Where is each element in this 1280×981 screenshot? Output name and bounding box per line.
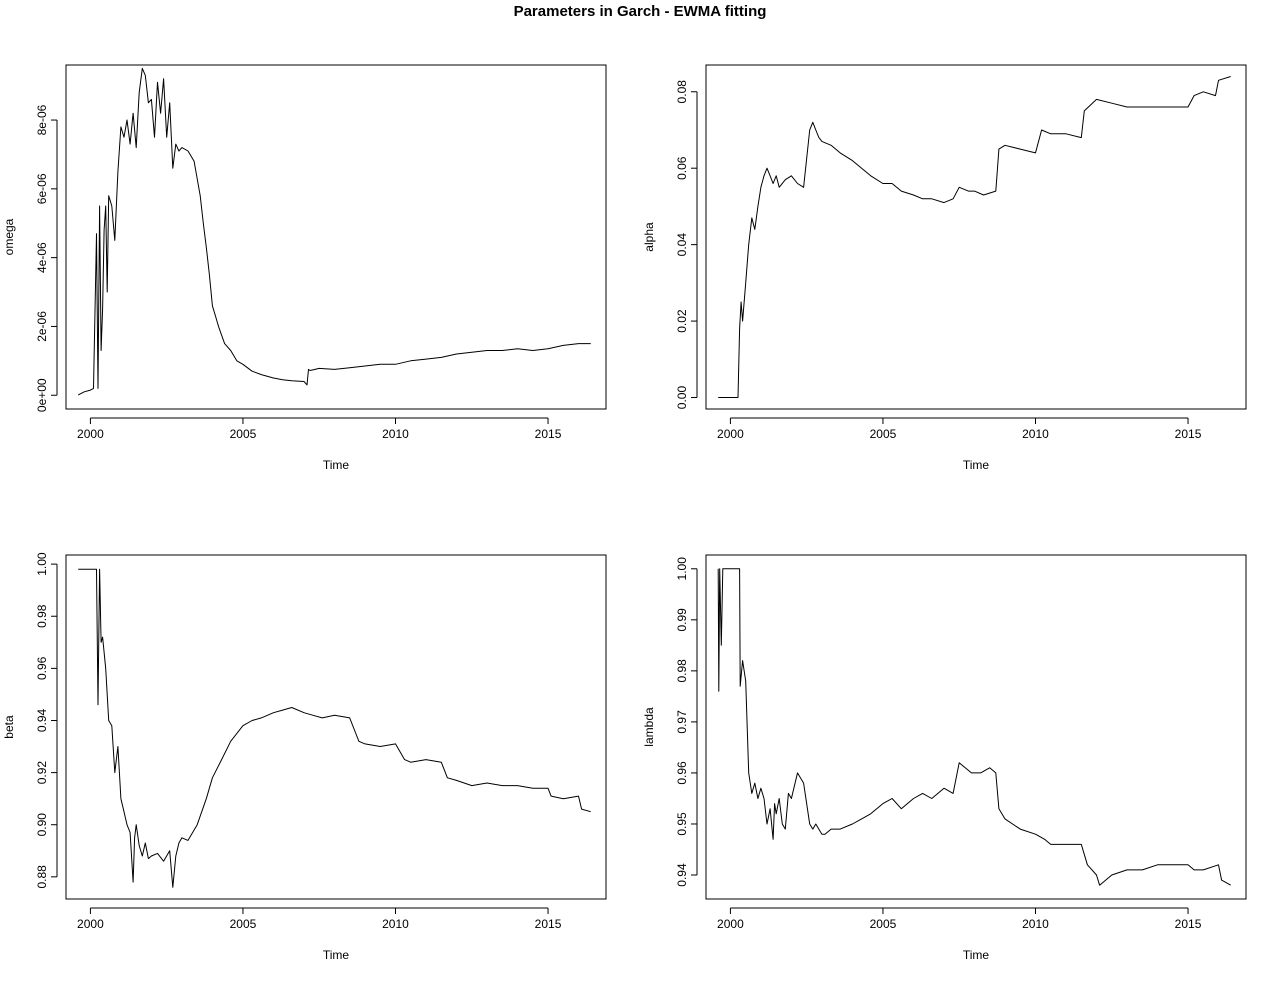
y-tick-label: 0.97 — [675, 710, 689, 734]
y-tick-label: 0.94 — [35, 708, 49, 732]
y-tick-label: 0.90 — [35, 813, 49, 837]
x-tick-label: 2000 — [717, 427, 744, 441]
plot-frame — [65, 64, 607, 410]
x-tick-label: 2015 — [1175, 917, 1202, 931]
x-tick-label: 2000 — [717, 917, 744, 931]
y-axis-label: lambda — [642, 707, 656, 747]
y-axis-label: alpha — [642, 222, 656, 252]
x-tick-label: 2015 — [535, 427, 562, 441]
y-tick-label: 2e-06 — [35, 311, 49, 342]
y-tick-label: 0.04 — [675, 233, 689, 257]
panel-alpha: 2000 2005 2010 2015 0.00 0.02 0.04 0.06 0.08 Time… — [642, 64, 1247, 472]
y-tick-label: 0.92 — [35, 761, 49, 785]
x-tick-label: 2015 — [1175, 427, 1202, 441]
y-tick-label: 0.98 — [675, 659, 689, 683]
x-tick-label: 2005 — [870, 427, 897, 441]
x-tick-label: 2000 — [77, 427, 104, 441]
y-tick-label: 0e+00 — [35, 378, 49, 412]
x-tick-label: 2005 — [870, 917, 897, 931]
x-tick-label: 2010 — [1022, 427, 1049, 441]
y-tick-label: 0.96 — [675, 761, 689, 785]
x-axis-label: Time — [323, 948, 350, 962]
panel-beta: 2000 2005 2010 2015 0.88 0.90 0.92 0.94 0.96 0.98… — [2, 552, 607, 962]
x-tick-label: 2010 — [382, 427, 409, 441]
figure-title: Parameters in Garch - EWMA fitting — [514, 3, 767, 20]
plot-frame — [65, 554, 607, 900]
y-tick-label: 0.02 — [675, 309, 689, 333]
y-tick-label: 0.99 — [675, 608, 689, 632]
y-tick-label: 6e-06 — [35, 173, 49, 204]
y-tick-label: 1.00 — [675, 557, 689, 581]
x-tick-label: 2000 — [77, 917, 104, 931]
y-tick-label: 0.95 — [675, 812, 689, 836]
y-tick-label: 0.98 — [35, 604, 49, 628]
series-line-beta — [78, 568, 591, 888]
x-tick-label: 2015 — [535, 917, 562, 931]
x-axis-label: Time — [963, 458, 990, 472]
panels: 2000 2005 2010 2015 0e+00 2e-06 4e-06 6e-06 8e-0… — [2, 64, 1247, 962]
series-line-lambda — [717, 568, 1231, 886]
y-tick-label: 1.00 — [35, 552, 49, 576]
x-axis-label: Time — [963, 948, 990, 962]
series-line-omega — [77, 67, 591, 396]
plot-frame — [705, 64, 1247, 410]
y-tick-label: 0.94 — [675, 863, 689, 887]
y-tick-label: 0.06 — [675, 156, 689, 180]
y-tick-label: 8e-06 — [35, 104, 49, 135]
x-axis-label: Time — [323, 458, 350, 472]
y-tick-label: 0.96 — [35, 656, 49, 680]
series-line-alpha — [718, 76, 1231, 398]
x-tick-label: 2010 — [1022, 917, 1049, 931]
x-tick-label: 2005 — [230, 917, 257, 931]
panel-lambda: 2000 2005 2010 2015 0.94 0.95 0.96 0.97 0.98 0.99… — [642, 554, 1247, 962]
x-tick-label: 2005 — [230, 427, 257, 441]
y-axis-label: beta — [2, 715, 16, 739]
y-axis-label: omega — [2, 218, 16, 255]
plot-frame — [705, 554, 1247, 900]
y-tick-label: 0.00 — [675, 386, 689, 410]
panel-omega: 2000 2005 2010 2015 0e+00 2e-06 4e-06 6e-06 8e-0… — [2, 64, 607, 472]
x-tick-label: 2010 — [382, 917, 409, 931]
y-tick-label: 0.88 — [35, 865, 49, 889]
y-tick-label: 4e-06 — [35, 242, 49, 273]
y-tick-label: 0.08 — [675, 80, 689, 104]
